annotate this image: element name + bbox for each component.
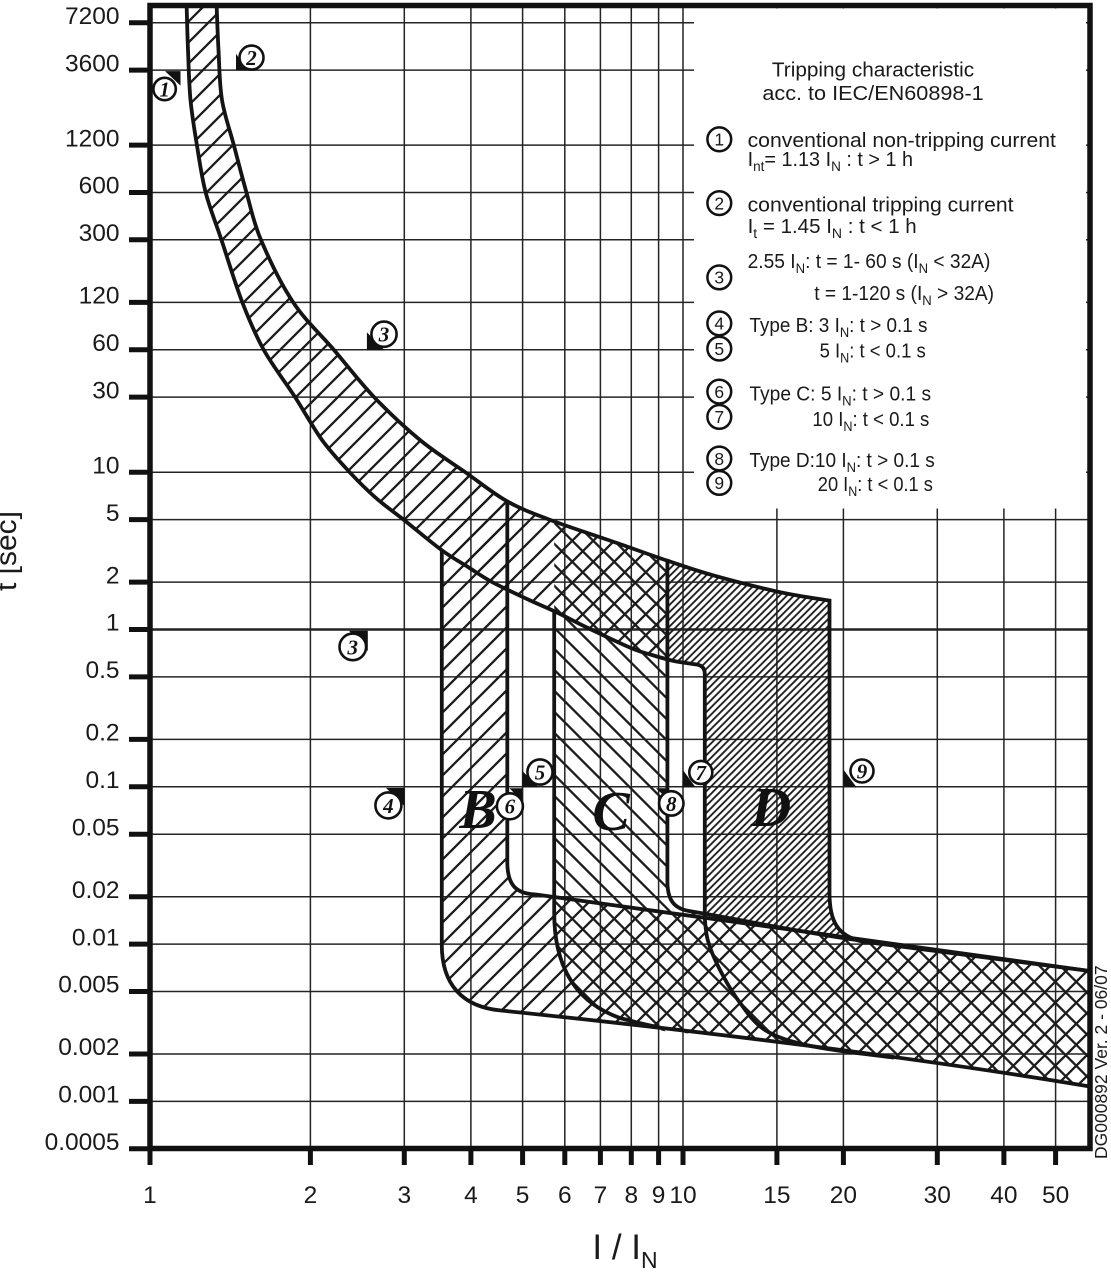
svg-text:0.002: 0.002 [58, 1034, 119, 1061]
svg-text:9: 9 [857, 759, 868, 783]
svg-text:3: 3 [378, 323, 390, 347]
svg-text:7: 7 [594, 1182, 608, 1209]
svg-text:3600: 3600 [65, 50, 120, 77]
svg-text:4: 4 [714, 314, 724, 334]
svg-text:5: 5 [535, 760, 546, 784]
svg-text:6: 6 [558, 1182, 572, 1209]
svg-text:Type B: 3 IN​: t > 0.1 s: Type B: 3 IN​: t > 0.1 s [749, 314, 927, 340]
svg-text:2: 2 [106, 562, 120, 589]
svg-text:600: 600 [79, 173, 120, 200]
svg-text:0.0005: 0.0005 [45, 1129, 120, 1156]
svg-text:8: 8 [666, 792, 677, 816]
svg-text:30: 30 [92, 377, 119, 404]
svg-text:10 IN​: t < 0.1 s: 10 IN​: t < 0.1 s [812, 408, 929, 434]
svg-text:3: 3 [347, 635, 359, 659]
svg-text:20 IN​: t < 0.1 s: 20 IN​: t < 0.1 s [818, 473, 933, 499]
svg-text:conventional tripping current: conventional tripping current [748, 194, 1014, 217]
svg-text:30: 30 [924, 1182, 951, 1209]
svg-text:0.1: 0.1 [85, 767, 119, 794]
svg-text:1: 1 [159, 77, 170, 101]
svg-text:DG000892 Ver. 2 - 06/07: DG000892 Ver. 2 - 06/07 [1091, 965, 1111, 1159]
svg-text:10: 10 [92, 452, 119, 479]
svg-text:0.02: 0.02 [72, 877, 120, 904]
svg-text:0.5: 0.5 [85, 657, 119, 684]
svg-text:5: 5 [516, 1182, 530, 1209]
svg-text:8: 8 [624, 1182, 638, 1209]
svg-text:7200: 7200 [65, 3, 120, 30]
svg-text:C: C [592, 781, 630, 843]
svg-text:1: 1 [714, 130, 724, 150]
svg-text:acc. to IEC/EN60898-1: acc. to IEC/EN60898-1 [762, 82, 983, 104]
svg-text:Type D:10 IN​: t > 0.1 s: Type D:10 IN​: t > 0.1 s [749, 449, 934, 475]
svg-text:0.005: 0.005 [58, 972, 119, 999]
svg-text:9: 9 [714, 473, 724, 493]
svg-text:conventional non-tripping curr: conventional non-tripping current [748, 129, 1057, 152]
svg-text:50: 50 [1042, 1182, 1069, 1209]
svg-text:2: 2 [304, 1182, 318, 1209]
svg-text:0.2: 0.2 [85, 720, 119, 747]
svg-text:20: 20 [830, 1182, 857, 1209]
svg-text:4: 4 [382, 794, 394, 818]
svg-text:7: 7 [714, 407, 724, 427]
svg-text:1: 1 [106, 610, 120, 637]
svg-text:3: 3 [397, 1182, 411, 1209]
svg-text:Int​= 1.13 IN​ : t > 1 h: Int​= 1.13 IN​ : t > 1 h [748, 149, 913, 174]
svg-text:7: 7 [696, 761, 708, 785]
svg-text:6: 6 [714, 382, 724, 402]
svg-text:120: 120 [79, 283, 120, 310]
svg-text:1: 1 [143, 1182, 157, 1209]
svg-text:5: 5 [714, 339, 724, 359]
svg-text:15: 15 [763, 1182, 790, 1209]
svg-text:t [sec]: t [sec] [0, 511, 23, 591]
svg-text:8: 8 [714, 449, 724, 469]
svg-text:40: 40 [990, 1182, 1017, 1209]
svg-text:t = 1-120 s (IN​ > 32A): t = 1-120 s (IN​ > 32A) [814, 282, 994, 308]
svg-text:9: 9 [652, 1182, 666, 1209]
svg-text:B: B [458, 779, 496, 841]
svg-text:D: D [750, 777, 791, 839]
svg-text:3: 3 [714, 268, 724, 288]
svg-text:0.05: 0.05 [72, 814, 120, 841]
svg-text:2: 2 [245, 46, 257, 70]
svg-text:2.55 IN​: t = 1- 60 s (IN​ < 3: 2.55 IN​: t = 1- 60 s (IN​ < 32A) [748, 250, 991, 276]
svg-text:1200: 1200 [65, 125, 120, 152]
svg-text:Type C: 5 IN​: t > 0.1 s: Type C: 5 IN​: t > 0.1 s [749, 383, 931, 409]
svg-text:I / IN: I / IN [592, 1228, 657, 1273]
svg-text:2: 2 [714, 193, 724, 213]
svg-text:10: 10 [669, 1182, 696, 1209]
svg-text:5: 5 [106, 500, 120, 527]
svg-text:Tripping characteristic: Tripping characteristic [772, 59, 974, 82]
svg-text:6: 6 [505, 795, 516, 819]
svg-text:5 IN​: t < 0.1 s: 5 IN​: t < 0.1 s [820, 340, 926, 366]
svg-text:300: 300 [79, 220, 120, 247]
svg-text:0.01: 0.01 [72, 924, 120, 951]
svg-text:60: 60 [92, 330, 119, 357]
svg-text:0.001: 0.001 [58, 1082, 119, 1109]
svg-text:4: 4 [464, 1182, 478, 1209]
